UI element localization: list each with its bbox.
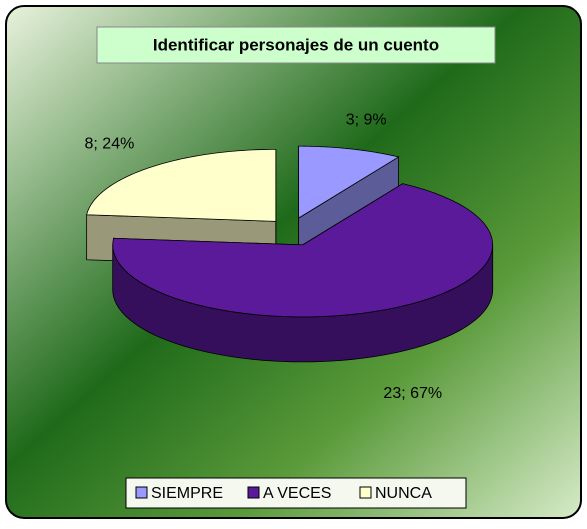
data-label: 3; 9% [346,111,387,128]
legend-swatch [359,486,372,499]
data-label: 8; 24% [85,135,135,152]
data-label: 23; 67% [383,385,442,402]
legend: SIEMPRE A VECES NUNCA [135,485,432,502]
chart-title: Identificar personajes de un cuento [153,35,439,54]
slice-top [112,183,494,318]
slice-top [86,148,277,222]
slice [112,182,494,363]
legend-swatch [135,486,148,499]
legend-label: A VECES [263,485,331,502]
legend-box [125,477,467,509]
slice-top [298,145,400,219]
slice-side-shade [112,244,493,362]
pie: 3; 9% 8; 24% 23; 67% [85,111,494,402]
legend-label: SIEMPRE [151,485,223,502]
legend-label: NUNCA [375,485,432,502]
legend-swatch [247,486,260,499]
title-box [96,26,496,64]
